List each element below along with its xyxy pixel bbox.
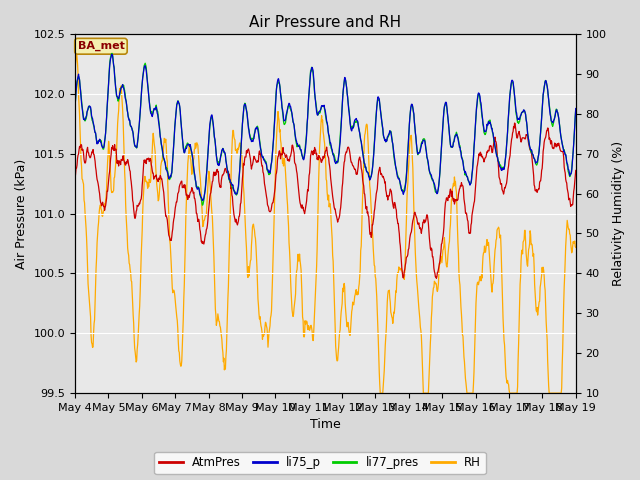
X-axis label: Time: Time: [310, 419, 340, 432]
Legend: AtmPres, li75_p, li77_pres, RH: AtmPres, li75_p, li77_pres, RH: [154, 452, 486, 474]
Title: Air Pressure and RH: Air Pressure and RH: [250, 15, 401, 30]
Text: BA_met: BA_met: [77, 41, 124, 51]
Y-axis label: Relativity Humidity (%): Relativity Humidity (%): [612, 141, 625, 286]
Y-axis label: Air Pressure (kPa): Air Pressure (kPa): [15, 158, 28, 269]
